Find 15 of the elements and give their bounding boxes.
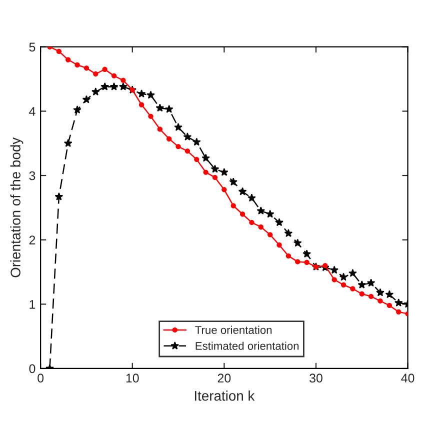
legend-label: Estimated orientation	[196, 342, 299, 350]
y-tick-label: 0	[29, 364, 36, 374]
y-tick-label: 1	[30, 300, 36, 309]
x-tick-label: 40	[401, 374, 414, 383]
legend-label: True orientation	[195, 326, 272, 334]
x-axis-title: Iteration k	[194, 390, 255, 401]
x-tick-label: 30	[310, 374, 322, 383]
x-tick-label: 10	[126, 374, 139, 383]
y-tick-label: 5	[29, 42, 36, 52]
x-tick-label: 20	[218, 374, 231, 383]
x-tick-label: 0	[38, 374, 44, 383]
y-tick-label: 4	[29, 107, 36, 116]
y-tick-label: 2	[29, 236, 36, 244]
y-axis-title: Orientation of the body	[10, 137, 24, 278]
y-tick-label: 3	[29, 171, 36, 180]
